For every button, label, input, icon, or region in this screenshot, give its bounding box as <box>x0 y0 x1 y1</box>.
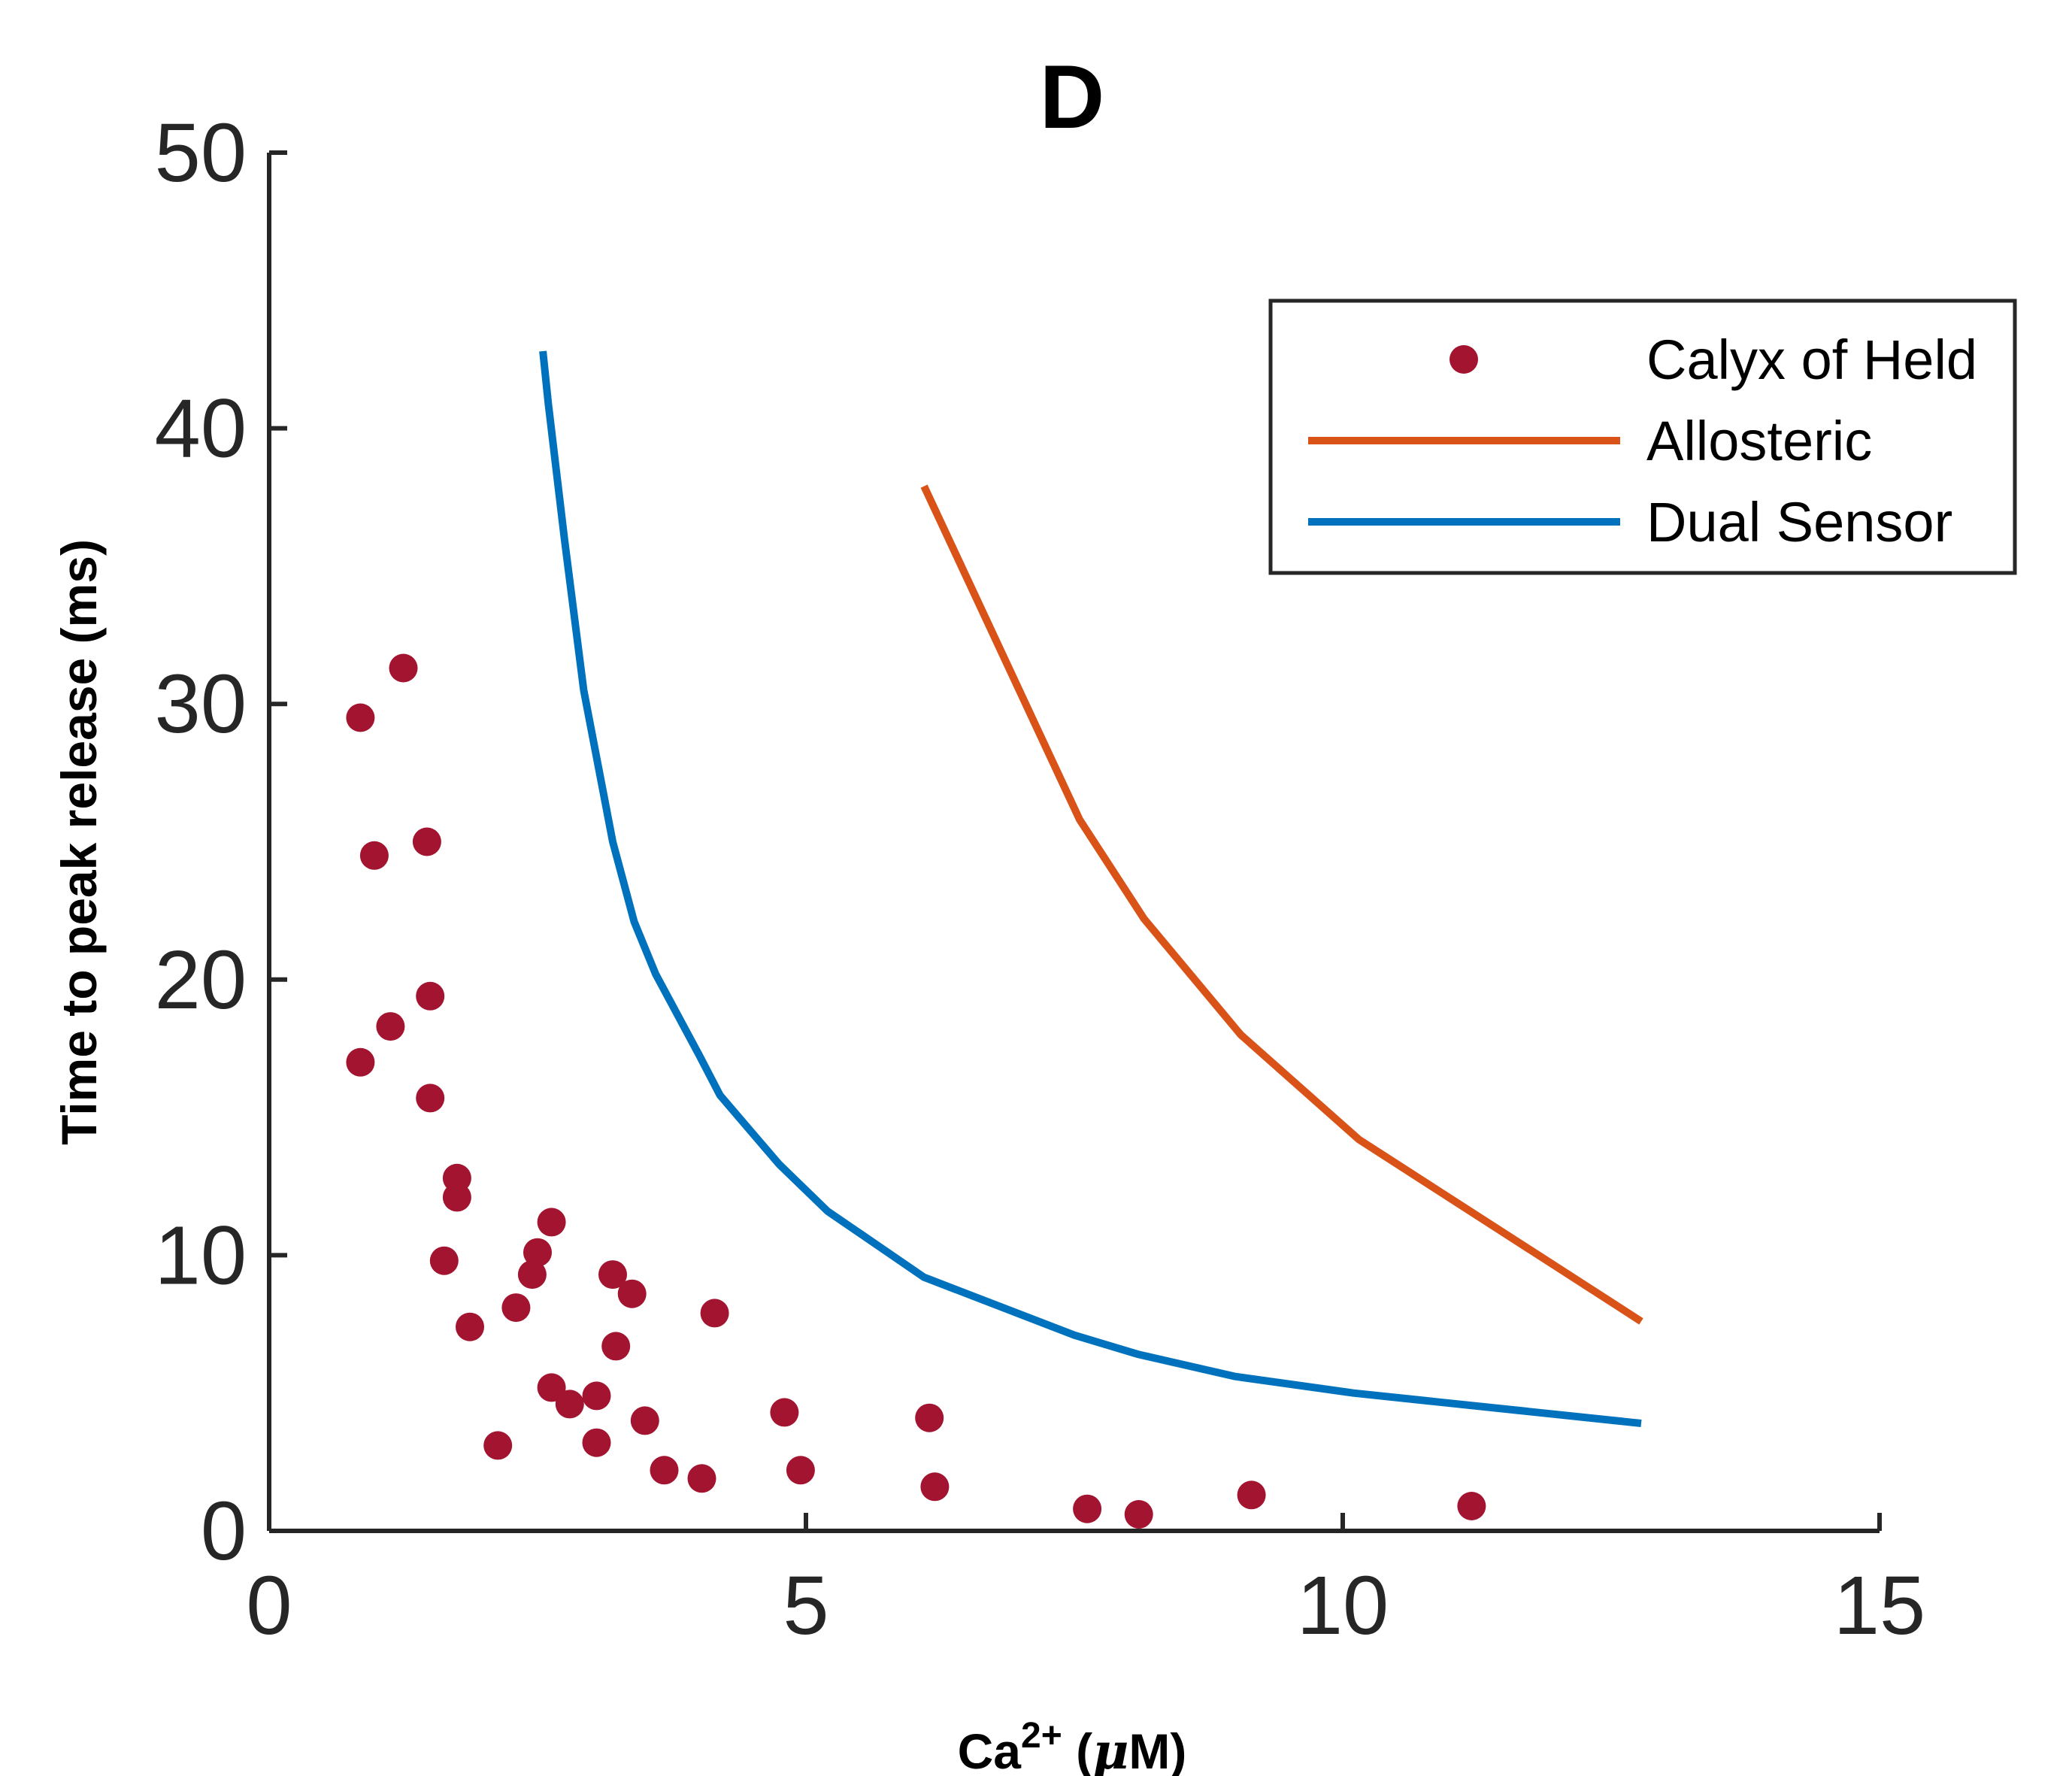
axes <box>267 153 1880 1533</box>
data-point <box>416 1083 445 1113</box>
y-tick-label: 50 <box>155 107 247 199</box>
data-point <box>601 1332 631 1361</box>
x-axis-label-base: Ca <box>958 1723 1022 1776</box>
x-axis-label-unit-rest: M) <box>1128 1723 1186 1776</box>
legend-item: Allosteric <box>1308 410 1872 472</box>
data-point <box>501 1293 531 1323</box>
x-tick-label: 5 <box>783 1559 828 1652</box>
data-point <box>346 703 375 732</box>
y-tick-label: 20 <box>155 934 247 1026</box>
data-point <box>416 981 445 1011</box>
data-point <box>1073 1494 1102 1523</box>
data-point <box>582 1381 611 1411</box>
x-axis-label-unit-open: ( <box>1062 1723 1092 1776</box>
data-point <box>483 1431 513 1460</box>
series-line-dual-sensor <box>539 350 1642 1427</box>
data-point <box>582 1428 611 1457</box>
legend-label: Allosteric <box>1646 410 1872 472</box>
y-axis-label: Time to peak release (ms) <box>51 539 107 1145</box>
data-point <box>389 653 418 683</box>
x-axis-label-superscript: 2+ <box>1021 1716 1062 1756</box>
plot-series <box>346 350 1643 1529</box>
x-ticks: 0 5 10 15 <box>246 1513 1925 1652</box>
legend-label: Dual Sensor <box>1646 491 1952 553</box>
data-point <box>915 1403 944 1432</box>
legend-item: Dual Sensor <box>1308 491 1952 553</box>
x-axis-label: Ca2+ (μM) <box>958 1716 1187 1776</box>
data-point <box>429 1246 459 1275</box>
y-tick-label: 0 <box>201 1485 247 1577</box>
data-point <box>442 1183 471 1212</box>
data-point <box>1124 1500 1153 1529</box>
y-ticks: 0 10 20 30 40 50 <box>155 107 287 1577</box>
data-point <box>555 1390 584 1419</box>
data-point <box>456 1312 484 1341</box>
data-point <box>700 1299 729 1328</box>
data-point <box>412 827 441 856</box>
legend-items: Calyx of Held Allosteric Dual Sensor <box>1308 329 1977 553</box>
data-point <box>537 1208 566 1237</box>
x-tick-label: 0 <box>246 1559 292 1652</box>
legend-item: Calyx of Held <box>1449 329 1977 391</box>
y-tick-label: 30 <box>155 658 247 750</box>
data-point <box>687 1464 716 1493</box>
data-point <box>598 1260 627 1290</box>
data-point <box>786 1456 815 1485</box>
data-point <box>1237 1481 1266 1510</box>
legend: Calyx of Held Allosteric Dual Sensor <box>1268 299 2017 575</box>
data-point <box>650 1456 679 1485</box>
data-point <box>630 1406 659 1435</box>
data-point <box>517 1260 547 1290</box>
x-tick-label: 10 <box>1297 1559 1389 1652</box>
series-line-allosteric <box>920 484 1643 1325</box>
data-point <box>770 1398 799 1427</box>
data-point <box>1457 1492 1486 1520</box>
data-point <box>523 1238 552 1267</box>
data-point <box>617 1279 647 1308</box>
data-point <box>920 1472 950 1502</box>
data-point <box>376 1012 405 1041</box>
y-tick-label: 40 <box>155 383 247 475</box>
x-axis-label-mu: μ <box>1092 1722 1128 1776</box>
data-point <box>537 1373 566 1402</box>
x-tick-label: 15 <box>1834 1559 1925 1652</box>
data-point <box>346 1047 375 1077</box>
legend-label: Calyx of Held <box>1646 329 1977 391</box>
data-point <box>359 841 389 870</box>
y-tick-label: 10 <box>155 1209 247 1302</box>
legend-marker <box>1449 345 1478 374</box>
chart-title: D <box>1040 47 1105 147</box>
